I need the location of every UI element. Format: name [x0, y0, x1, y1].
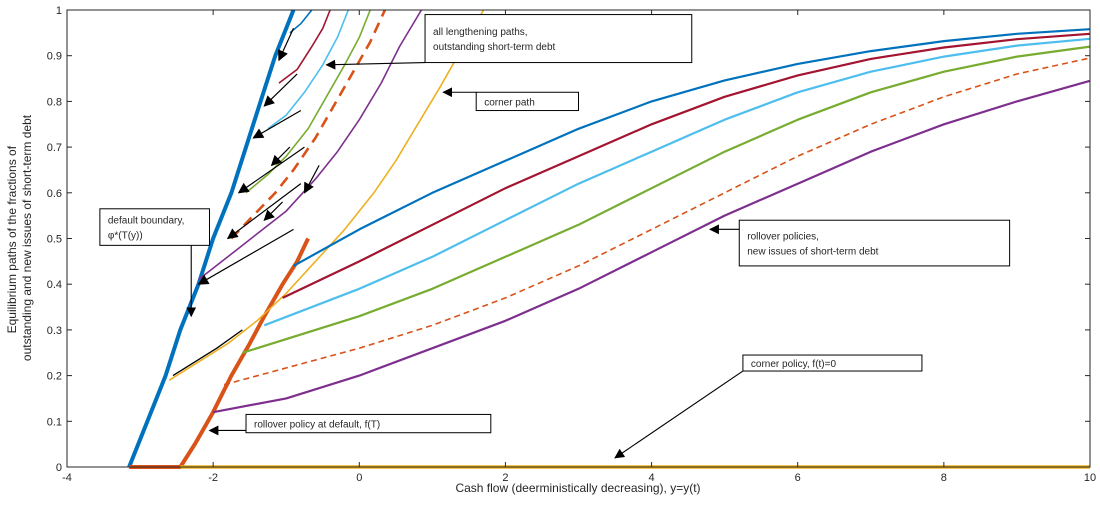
y-tick-label: 0.8	[47, 96, 62, 108]
series-lengthening-path-6	[230, 9, 387, 240]
annotation-box-corner-policy	[742, 354, 923, 372]
y-axis-label-line-1: Equilibrium paths of the fractions of	[5, 145, 19, 333]
annotation-layer: all lengthening paths, outstanding short-…	[99, 14, 1011, 459]
x-tick-label: 0	[356, 472, 362, 484]
boundary-arrow-5	[197, 228, 294, 285]
series-lengthening-path-5	[198, 9, 423, 281]
y-tick-label: 0.9	[47, 51, 62, 63]
x-tick-label: 2	[502, 472, 508, 484]
x-tick-label: -2	[208, 472, 218, 484]
series-rollover-policy-16	[212, 79, 1091, 414]
annotation-text-default-boundary: default boundary,	[108, 216, 185, 227]
y-tick-label: 0.5	[47, 234, 62, 246]
y-tick-label: 1	[56, 5, 62, 17]
arrow-layer	[197, 28, 320, 285]
y-tick-label: 0	[56, 462, 62, 474]
annotation-text-rollover-at-default: rollover policy at default, f(T)	[254, 420, 380, 431]
annotation-box-lengthening	[424, 14, 693, 64]
x-axis-label: Cash flow (deerministically decreasing),…	[455, 481, 700, 495]
path-arrow-0	[270, 146, 291, 167]
y-tick-label: 0.1	[47, 416, 62, 428]
y-axis-label-line-2: outstanding and new issues of short-term…	[20, 114, 34, 361]
annotation-box-rollover-at-default	[245, 413, 492, 434]
annotation-arrow-lengthening	[325, 59, 426, 70]
annotation-text-rollover-policies: rollover policies,	[747, 232, 819, 243]
series-rollover-policy-13	[263, 37, 1091, 327]
x-tick-label: 10	[1084, 472, 1096, 484]
series-rollover-at-default-1	[129, 237, 310, 469]
annotation-box-rollover-policies	[738, 219, 1011, 267]
series-lengthening-path-3	[172, 329, 243, 377]
tick-layer: -4 -2 0 2 4 6 8 10 0 0.1 0.2 0.3 0.4 0.5 0.6 0.7 0.8 0.9 1	[47, 5, 1096, 484]
annotation-text-lengthening: outstanding short-term debt	[433, 42, 556, 53]
annotation-box-corner-path	[475, 91, 580, 112]
series-rollover-policy-15	[223, 57, 1091, 386]
series-lengthening-path-8	[267, 9, 350, 130]
annotation-box-default-boundary	[99, 208, 210, 246]
annotation-text-corner-policy: corner policy, f(t)=0	[751, 359, 837, 370]
y-tick-label: 0.2	[47, 371, 62, 383]
annotation-text-lengthening: all lengthening paths,	[433, 27, 528, 38]
boundary-arrow-3	[237, 146, 305, 194]
series-rollover-policy-12	[282, 32, 1091, 299]
x-tick-label: -4	[62, 472, 72, 484]
path-arrow-1	[263, 201, 283, 221]
series-default-boundary-0	[127, 9, 296, 468]
y-tick-label: 0.7	[47, 142, 62, 154]
series-lengthening-path-10	[289, 9, 313, 34]
series-rollover-policy-11	[292, 28, 1091, 267]
series-lengthening-path-9	[278, 9, 331, 84]
series-corner-path-4	[168, 9, 485, 381]
x-tick-label: 6	[795, 472, 801, 484]
series-rollover-policy-14	[242, 45, 1091, 354]
boundary-arrow-1	[263, 73, 298, 107]
path-arrow-2	[303, 165, 320, 194]
y-tick-label: 0.3	[47, 325, 62, 337]
x-tick-label: 8	[941, 472, 947, 484]
annotation-text-corner-path: corner path	[484, 97, 535, 108]
y-axis-label: Equilibrium paths of the fractions of ou…	[5, 114, 34, 361]
boundary-arrow-0	[278, 28, 295, 62]
boundary-arrow-2	[252, 110, 302, 139]
annotation-arrow-corner-policy	[614, 370, 744, 459]
annotation-text-rollover-policies: new issues of short-term debt	[747, 247, 878, 258]
x-tick-label: 4	[649, 472, 655, 484]
series-lengthening-path-7	[245, 9, 371, 194]
y-tick-label: 0.6	[47, 188, 62, 200]
annotation-text-default-boundary: φ*(T(y))	[108, 231, 143, 242]
y-tick-label: 0.4	[47, 279, 62, 291]
